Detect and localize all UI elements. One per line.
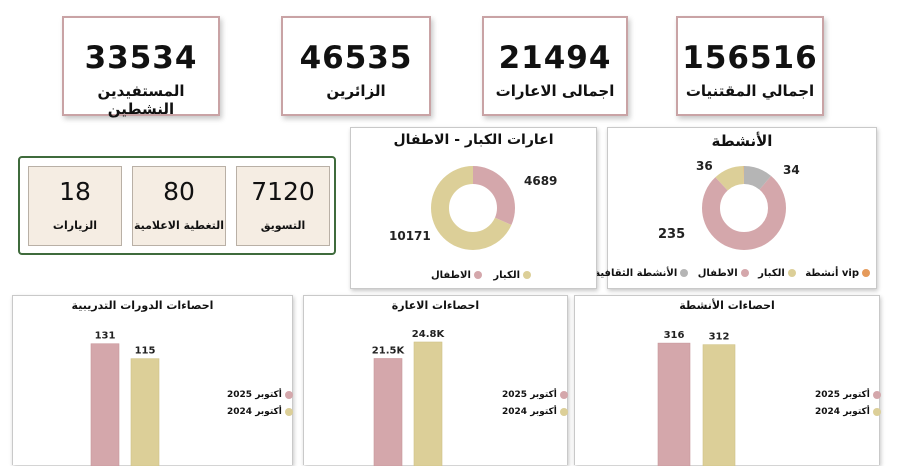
bar-oct-2024 xyxy=(703,345,735,466)
kpi-label: المستفيدين النشطين xyxy=(64,82,218,118)
legend-item: vip أنشطة xyxy=(805,268,870,279)
legend-label: أكتوبر 2025 xyxy=(227,390,282,400)
kpi-card-total-loans: 21494 اجمالى الاعارات xyxy=(482,16,628,116)
data-label: 10171 xyxy=(389,229,431,243)
legend-dot-gold xyxy=(523,271,531,279)
chart-legend: أكتوبر 2025 أكتوبر 2024 xyxy=(502,390,568,424)
legend-dot-gold xyxy=(285,408,293,416)
activities-stats-bar-chart: 316 312 xyxy=(575,296,879,466)
legend-label: الاطفال xyxy=(698,268,738,279)
bar-oct-2025 xyxy=(658,343,690,466)
kpi-value: 33534 xyxy=(64,40,218,76)
kpi-value: 21494 xyxy=(484,40,626,76)
legend-item: أكتوبر 2025 xyxy=(227,390,293,400)
legend-dot-pink xyxy=(560,391,568,399)
legend-dot-gold xyxy=(560,408,568,416)
legend-dot-pink xyxy=(285,391,293,399)
legend-label: الكبار xyxy=(493,270,520,281)
stat-value: 80 xyxy=(133,177,225,206)
data-label: 34 xyxy=(783,163,800,177)
legend-label: أكتوبر 2025 xyxy=(815,390,870,400)
activities-donut-chart: 34 235 36 xyxy=(608,128,876,288)
bar-data-label: 24.8K xyxy=(412,329,446,340)
legend-dot-pink xyxy=(474,271,482,279)
bar-data-label: 115 xyxy=(135,346,156,357)
stat-label: التسويق xyxy=(237,219,329,232)
legend-label: الأنشطة الثقافية xyxy=(594,268,677,279)
data-label: 235 xyxy=(658,227,685,242)
legend-label: أكتوبر 2024 xyxy=(502,407,557,417)
chart-legend: الكبار الاطفال xyxy=(431,270,531,281)
legend-item: الاطفال xyxy=(431,270,482,281)
kpi-value: 46535 xyxy=(283,40,429,76)
loans-donut-panel: اعارات الكبار - الاطفال 4689 10171 الكبا… xyxy=(350,127,597,289)
legend-label: الكبار xyxy=(758,268,785,279)
bar-oct-2024 xyxy=(414,342,442,466)
donut-slice-1 xyxy=(711,175,777,241)
legend-item: الاطفال xyxy=(698,268,749,279)
legend-label: أكتوبر 2025 xyxy=(502,390,557,400)
secondary-stats-panel: 7120 التسويق 80 التغطية الاعلامية 18 الز… xyxy=(18,156,336,255)
legend-label: vip أنشطة xyxy=(805,268,859,279)
legend-dot-pink xyxy=(873,391,881,399)
legend-dot-orange xyxy=(862,269,870,277)
kpi-card-visitors: 46535 الزائرين xyxy=(281,16,431,116)
legend-item: أكتوبر 2024 xyxy=(815,407,881,417)
legend-item: الأنشطة الثقافية xyxy=(594,268,688,279)
data-label: 4689 xyxy=(524,174,557,188)
kpi-label: الزائرين xyxy=(283,82,429,100)
legend-item: أكتوبر 2024 xyxy=(227,407,293,417)
legend-item: أكتوبر 2024 xyxy=(502,407,568,417)
bar-data-label: 316 xyxy=(664,330,685,341)
chart-legend: vip أنشطة الكبار الاطفال الأنشطة الثقافي… xyxy=(594,268,870,279)
stat-marketing: 7120 التسويق xyxy=(236,166,330,246)
legend-item: أكتوبر 2025 xyxy=(815,390,881,400)
stat-value: 7120 xyxy=(237,177,329,206)
stat-value: 18 xyxy=(29,177,121,206)
chart-legend: أكتوبر 2025 أكتوبر 2024 xyxy=(815,390,881,424)
legend-item: الكبار xyxy=(493,270,531,281)
chart-legend: أكتوبر 2025 أكتوبر 2024 xyxy=(227,390,293,424)
legend-label: أكتوبر 2024 xyxy=(815,407,870,417)
training-courses-bar-chart: 131 115 xyxy=(13,296,292,466)
bar-data-label: 131 xyxy=(95,331,116,342)
bar-data-label: 21.5K xyxy=(372,346,406,357)
legend-dot-gold xyxy=(873,408,881,416)
kpi-value: 156516 xyxy=(678,40,822,76)
activities-donut-panel: الأنشطة 34 235 36 vip أنشطة الكبار الاطف… xyxy=(607,127,877,289)
loans-stats-bar-chart: 21.5K 24.8K xyxy=(304,296,567,466)
legend-item: الكبار xyxy=(758,268,796,279)
legend-dot-gold xyxy=(788,269,796,277)
stat-visits: 18 الزيارات xyxy=(28,166,122,246)
bar-oct-2025 xyxy=(91,344,119,466)
legend-item: أكتوبر 2025 xyxy=(502,390,568,400)
stat-media-coverage: 80 التغطية الاعلامية xyxy=(132,166,226,246)
stat-label: الزيارات xyxy=(29,219,121,232)
kpi-label: اجمالى الاعارات xyxy=(484,82,626,100)
data-label: 36 xyxy=(696,159,713,173)
loans-donut-chart: 4689 10171 xyxy=(351,128,596,288)
kpi-card-active-beneficiaries: 33534 المستفيدين النشطين xyxy=(62,16,220,116)
legend-label: الاطفال xyxy=(431,270,471,281)
kpi-label: اجمالي المقتنيات xyxy=(678,82,822,100)
legend-dot-gray xyxy=(680,269,688,277)
legend-dot-pink xyxy=(741,269,749,277)
stat-label: التغطية الاعلامية xyxy=(133,219,225,232)
legend-label: أكتوبر 2024 xyxy=(227,407,282,417)
kpi-card-total-holdings: 156516 اجمالي المقتنيات xyxy=(676,16,824,116)
bar-data-label: 312 xyxy=(709,332,730,343)
